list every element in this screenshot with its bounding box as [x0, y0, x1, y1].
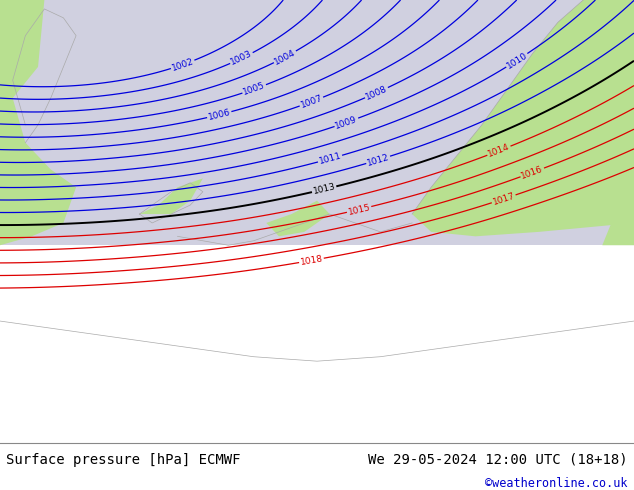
Text: 1005: 1005: [242, 81, 266, 97]
Polygon shape: [0, 0, 634, 245]
Text: 1016: 1016: [520, 164, 545, 181]
Text: 1017: 1017: [491, 191, 516, 207]
Text: 1015: 1015: [347, 202, 372, 217]
Text: 1010: 1010: [505, 50, 529, 71]
Text: Surface pressure [hPa] ECMWF: Surface pressure [hPa] ECMWF: [6, 453, 241, 467]
Text: 1007: 1007: [299, 94, 324, 110]
Text: 1003: 1003: [230, 49, 254, 67]
Text: ©weatheronline.co.uk: ©weatheronline.co.uk: [485, 476, 628, 490]
Text: 1008: 1008: [364, 84, 389, 101]
Polygon shape: [266, 201, 330, 236]
Text: 1014: 1014: [487, 143, 511, 159]
Text: 1009: 1009: [334, 114, 359, 130]
Text: 1018: 1018: [299, 254, 323, 267]
Text: 1006: 1006: [207, 108, 231, 122]
Text: 1002: 1002: [171, 56, 195, 73]
Polygon shape: [139, 178, 203, 214]
Polygon shape: [602, 201, 634, 245]
Polygon shape: [412, 0, 634, 236]
Text: 1004: 1004: [273, 48, 297, 66]
Text: 1013: 1013: [312, 182, 337, 196]
Text: 1012: 1012: [366, 152, 391, 168]
Polygon shape: [0, 0, 76, 245]
Text: 1011: 1011: [318, 151, 342, 166]
Text: We 29-05-2024 12:00 UTC (18+18): We 29-05-2024 12:00 UTC (18+18): [368, 453, 628, 467]
